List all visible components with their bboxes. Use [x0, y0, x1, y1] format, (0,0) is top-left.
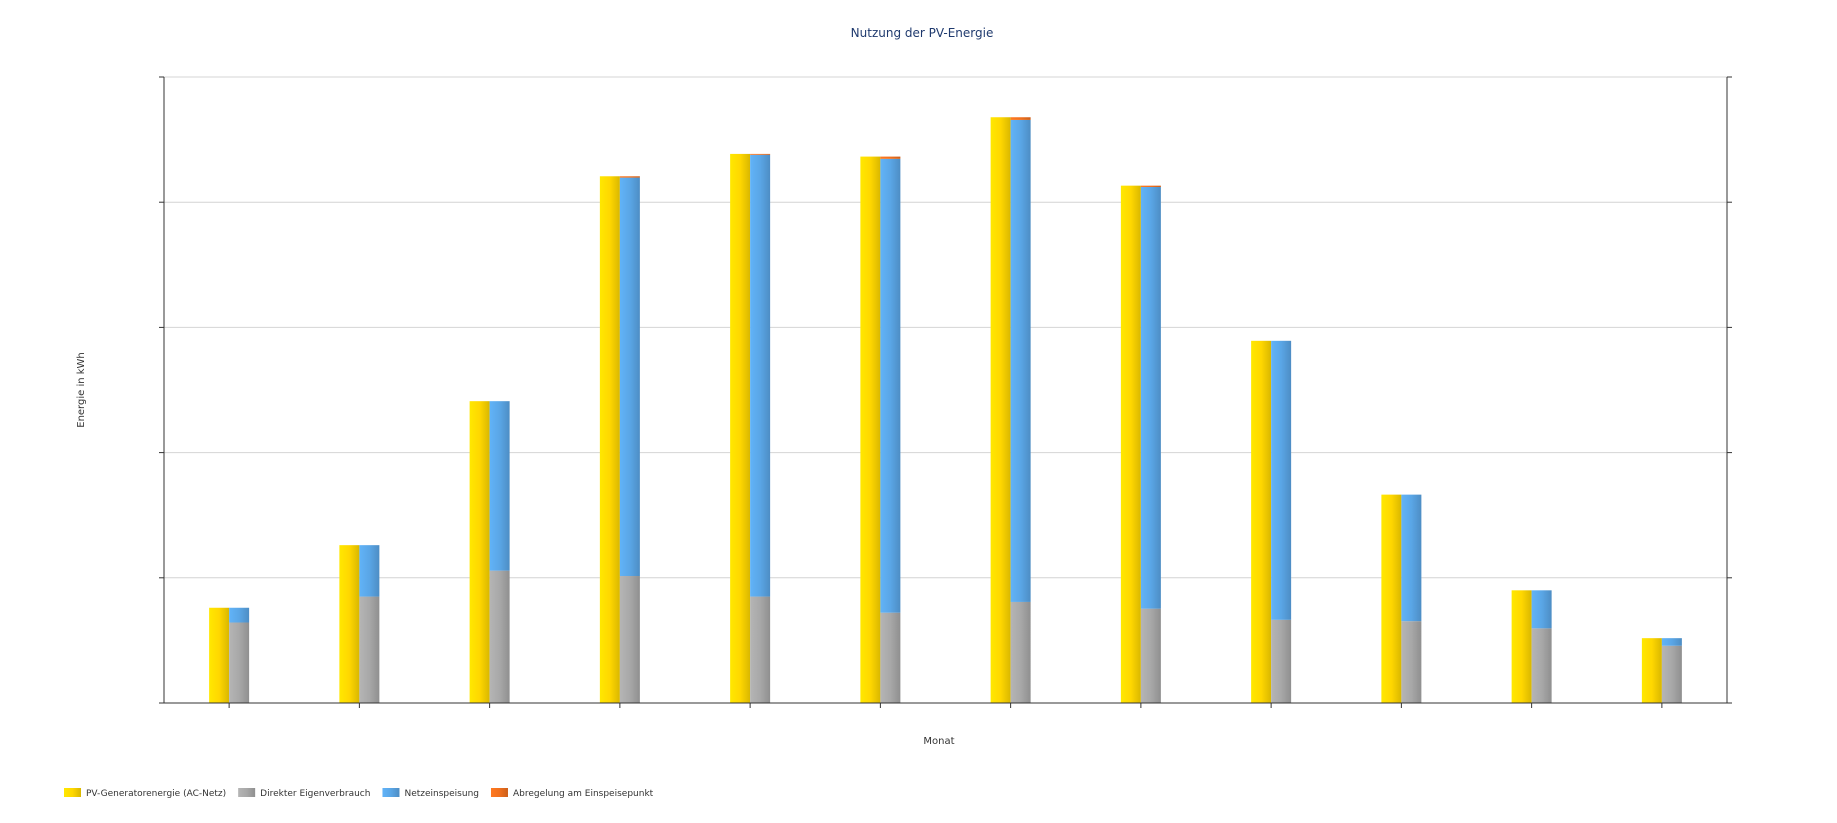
bars: [209, 117, 1682, 704]
bar-direkter-eigenverbrauch: [1271, 619, 1292, 703]
bar-netzeinspeisung: [1401, 494, 1422, 622]
bar-netzeinspeisung: [619, 177, 640, 577]
legend-label: PV-Generatorenergie (AC-Netz): [86, 789, 226, 799]
y-axis-title: Energie in kWh: [76, 352, 87, 428]
bar-pv-generatorenergie: [990, 117, 1011, 703]
bar-abregelung-am-einspeisepunkt: [1010, 117, 1031, 120]
bar-pv-generatorenergie: [1641, 638, 1662, 703]
legend-label: Netzeinspeisung: [404, 789, 479, 799]
bar-pv-generatorenergie: [339, 545, 360, 703]
bar-netzeinspeisung: [359, 545, 380, 597]
bar-direkter-eigenverbrauch: [1661, 645, 1682, 703]
legend-swatch: [382, 788, 400, 797]
bar-direkter-eigenverbrauch: [229, 622, 250, 703]
bar-netzeinspeisung: [229, 607, 250, 623]
bar-pv-generatorenergie: [469, 401, 490, 703]
bar-abregelung-am-einspeisepunkt: [750, 153, 771, 155]
bar-netzeinspeisung: [1661, 638, 1682, 646]
bar-direkter-eigenverbrauch: [489, 570, 510, 703]
bar-netzeinspeisung: [1010, 119, 1031, 602]
bar-direkter-eigenverbrauch: [880, 612, 901, 703]
bar-netzeinspeisung: [1140, 186, 1161, 609]
bar-netzeinspeisung: [1271, 340, 1292, 620]
bar-direkter-eigenverbrauch: [359, 596, 380, 703]
bar-abregelung-am-einspeisepunkt: [619, 176, 640, 178]
legend-swatch: [490, 788, 508, 797]
bar-pv-generatorenergie: [1251, 340, 1272, 703]
axes: [159, 76, 1732, 708]
bar-pv-generatorenergie: [1381, 494, 1402, 703]
bar-pv-generatorenergie: [209, 607, 230, 703]
legend-label: Direkter Eigenverbrauch: [260, 789, 370, 799]
x-axis-title: Monat: [923, 736, 954, 747]
bar-pv-generatorenergie: [1120, 185, 1141, 704]
grid: [164, 76, 1727, 579]
bar-pv-generatorenergie: [860, 156, 881, 703]
bar-abregelung-am-einspeisepunkt: [880, 156, 901, 159]
bar-direkter-eigenverbrauch: [1010, 601, 1031, 703]
legend-label: Abregelung am Einspeisepunkt: [513, 789, 654, 799]
bar-pv-generatorenergie: [599, 176, 620, 703]
bar-pv-generatorenergie: [730, 153, 751, 703]
bar-direkter-eigenverbrauch: [1140, 608, 1161, 703]
bar-direkter-eigenverbrauch: [1531, 628, 1552, 703]
bar-abregelung-am-einspeisepunkt: [1140, 185, 1161, 187]
bar-direkter-eigenverbrauch: [1401, 621, 1422, 703]
bar-direkter-eigenverbrauch: [619, 576, 640, 703]
bar-netzeinspeisung: [489, 401, 510, 571]
bar-direkter-eigenverbrauch: [750, 596, 771, 703]
legend-swatch: [64, 788, 81, 797]
legend-swatch: [238, 788, 256, 797]
bar-netzeinspeisung: [1531, 590, 1552, 629]
bar-netzeinspeisung: [750, 154, 771, 597]
bar-netzeinspeisung: [880, 158, 901, 613]
chart-title: Nutzung der PV-Energie: [851, 26, 994, 40]
bar-pv-generatorenergie: [1511, 590, 1532, 703]
legend: PV-Generatorenergie (AC-Netz) Direkter Ei…: [64, 788, 654, 799]
